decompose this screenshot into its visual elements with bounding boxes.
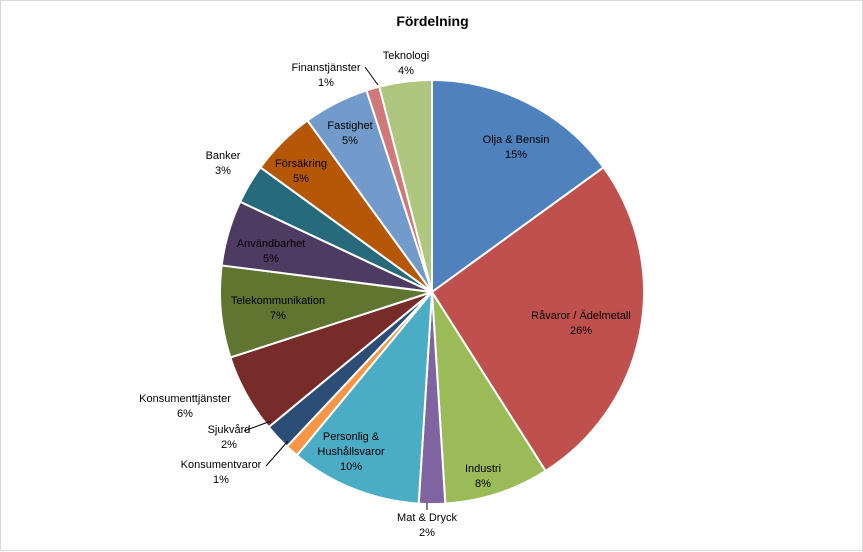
pie-slice	[431, 78, 605, 294]
slice-label: Konsumenttjänster 6%	[139, 393, 231, 420]
pie-slice	[378, 78, 433, 293]
slice-label: Mat & Dryck 2%	[397, 512, 457, 539]
slice-label: Banker 3%	[206, 150, 241, 177]
chart-title: Fördelning	[396, 13, 469, 29]
slice-label: Försäkring 5%	[275, 158, 327, 185]
slice-label: Finanstjänster 1%	[291, 62, 360, 89]
slice-label: Användbarhet 5%	[237, 238, 306, 265]
pie-slice	[430, 165, 645, 473]
slice-percent: 1%	[318, 77, 334, 89]
slice-label: Personlig & Hushållsvaror 10%	[317, 431, 385, 473]
slice-label: Sjukvård 2%	[208, 424, 251, 451]
slice-percent: 6%	[177, 408, 193, 420]
slice-percent: 5%	[293, 173, 309, 185]
slice-percent: 5%	[263, 253, 279, 265]
slice-label: Telekommunikation 7%	[231, 295, 325, 322]
pie-slice	[431, 291, 547, 505]
slice-percent: 15%	[505, 149, 527, 161]
slice-percent: 4%	[398, 65, 414, 77]
slice-percent: 8%	[475, 478, 491, 490]
slice-label: Fastighet 5%	[327, 120, 372, 147]
slice-percent: 1%	[213, 474, 229, 486]
pie-slice	[295, 288, 434, 505]
slice-label: Industri 8%	[465, 463, 501, 490]
leader-line	[265, 440, 289, 467]
slice-percent: 5%	[342, 135, 358, 147]
slice-label: Konsumentvaror 1%	[181, 459, 262, 486]
slice-label: Olja & Bensin 15%	[483, 134, 550, 161]
slice-percent: 10%	[340, 461, 362, 473]
slice-percent: 26%	[570, 325, 592, 337]
slice-percent: 3%	[215, 165, 231, 177]
slice-percent: 7%	[270, 310, 286, 322]
leader-line	[243, 420, 272, 432]
slice-percent: 2%	[221, 439, 237, 451]
slice-label: Råvaror / Ädelmetall 26%	[531, 310, 631, 337]
slice-percent: 2%	[419, 527, 435, 539]
slice-label: Teknologi 4%	[383, 50, 429, 77]
leader-line	[364, 66, 379, 86]
